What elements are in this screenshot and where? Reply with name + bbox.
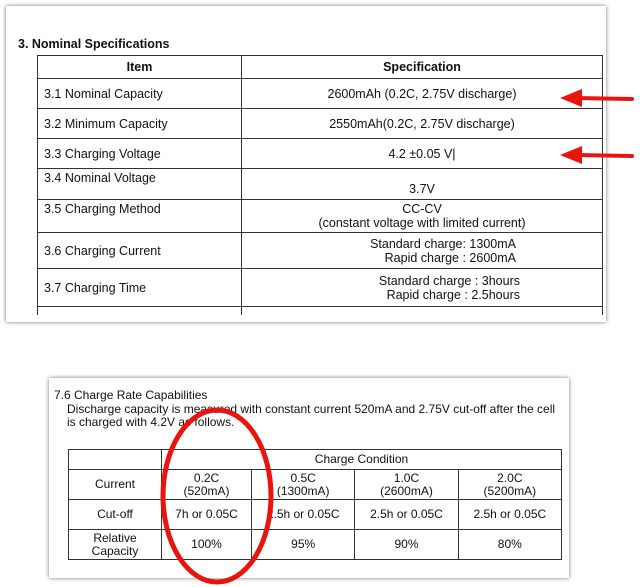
row-label: Current (68, 469, 162, 500)
section-title: 3. Nominal Specifications (18, 37, 170, 51)
cell: 0.5C (1300mA) (251, 469, 356, 500)
row-spec: Standard charge : 3hours Rapid charge : … (241, 268, 603, 307)
nominal-specs-panel: 3. Nominal Specifications Item Specifica… (6, 6, 606, 322)
cell: 80% (457, 529, 563, 560)
table-row: Relative Capacity 100% 95% 90% 80% (68, 529, 563, 560)
cell: 7h or 0.05C (160, 499, 253, 530)
row-spec: CC-CV (constant voltage with limited cur… (241, 199, 603, 233)
table-row: 3.1 Nominal Capacity 2600mAh (0.2C, 2.75… (37, 78, 603, 109)
section-title: 7.6 Charge Rate Capabilities (54, 388, 208, 402)
cell-line: Relative (93, 530, 137, 545)
row-item: 3.7 Charging Time (37, 268, 242, 307)
row-item: 3.1 Nominal Capacity (37, 78, 242, 109)
row-spec: Standard charge: 1300mA Rapid charge : 2… (241, 232, 603, 269)
table-row: 3.5 Charging Method CC-CV (constant volt… (37, 199, 603, 233)
table-header-row: Charge Condition (68, 449, 562, 470)
section-description: Discharge capacity is measured with cons… (67, 402, 556, 429)
row-item: 3.4 Nominal Voltage (37, 168, 242, 200)
cell-line: 0.2C (193, 470, 220, 485)
cell: 95% (251, 529, 356, 560)
cell: 2.5h or 0.05C (457, 499, 563, 530)
cell: 0.2C (520mA) (160, 469, 253, 500)
table-row: 3.3 Charging Voltage 4.2 ±0.05 V| (37, 138, 603, 169)
header-specification: Specification (241, 55, 603, 79)
cell-line: (1300mA) (276, 483, 330, 498)
spec-line: 2600mAh (0.2C, 2.75V discharge) (327, 86, 517, 101)
cell: 1.0C (2600mA) (354, 469, 459, 500)
row-spec: 2600mAh (0.2C, 2.75V discharge) (241, 78, 603, 109)
charge-rate-table: Charge Condition Current 0.2C (520mA) 0.5… (68, 449, 563, 560)
corner-cell (68, 449, 162, 470)
cell: 100% (160, 529, 253, 560)
row-item: 3.2 Minimum Capacity (37, 108, 242, 139)
spec-line: Standard charge : 3hours (378, 273, 520, 288)
row-label: Cut-off (68, 499, 162, 530)
cell-line: 0.5C (290, 470, 316, 485)
cell: 2.0C (5200mA) (457, 469, 563, 500)
cell-line: (520mA) (183, 483, 230, 498)
table-row: 3.4 Nominal Voltage 3.7V (37, 168, 603, 200)
table-row-cut (37, 306, 603, 315)
cell-line: 2.0C (497, 470, 523, 485)
row-spec: 4.2 ±0.05 V| (241, 138, 603, 169)
cell-line: 1.0C (393, 470, 420, 485)
header-item: Item (37, 55, 242, 79)
cell: 90% (354, 529, 459, 560)
cell: 2.5h or 0.05C (251, 499, 356, 530)
cell-line: (5200mA) (483, 483, 537, 498)
row-spec: 2550mAh(0.2C, 2.75V discharge) (241, 108, 603, 139)
row-spec: 3.7V (241, 168, 603, 200)
spec-line: CC-CV (402, 202, 442, 216)
spec-line: 4.2 ±0.05 V| (388, 146, 456, 161)
table-row: 3.6 Charging Current Standard charge: 13… (37, 232, 603, 269)
header-charge-condition: Charge Condition (161, 449, 562, 470)
spec-line: 3.7V (409, 182, 435, 196)
spec-line: 2550mAh(0.2C, 2.75V discharge) (329, 116, 515, 131)
charge-rate-panel: 7.6 Charge Rate Capabilities Discharge c… (49, 378, 569, 578)
specs-table: Item Specification 3.1 Nominal Capacity … (37, 55, 603, 315)
cell: 2.5h or 0.05C (354, 499, 459, 530)
spec-line: Rapid charge : 2600mA (384, 250, 516, 265)
table-row: 3.2 Minimum Capacity 2550mAh(0.2C, 2.75V… (37, 108, 603, 139)
table-row: 3.7 Charging Time Standard charge : 3hou… (37, 268, 603, 307)
cell-line: (2600mA) (380, 483, 433, 498)
spec-line: (constant voltage with limited current) (318, 216, 526, 230)
row-item: 3.3 Charging Voltage (37, 138, 242, 169)
row-item: 3.6 Charging Current (37, 232, 242, 269)
row-label: Relative Capacity (68, 529, 162, 560)
spec-line: Rapid charge : 2.5hours (386, 287, 520, 302)
row-item: 3.5 Charging Method (37, 199, 242, 233)
table-row: Cut-off 7h or 0.05C 2.5h or 0.05C 2.5h o… (68, 499, 563, 530)
table-row: Current 0.2C (520mA) 0.5C (1300mA) 1.0C (26… (68, 469, 563, 500)
cell-line: Capacity (91, 543, 139, 558)
table-header-row: Item Specification (37, 55, 603, 79)
spec-line: Standard charge: 1300mA (370, 236, 516, 251)
